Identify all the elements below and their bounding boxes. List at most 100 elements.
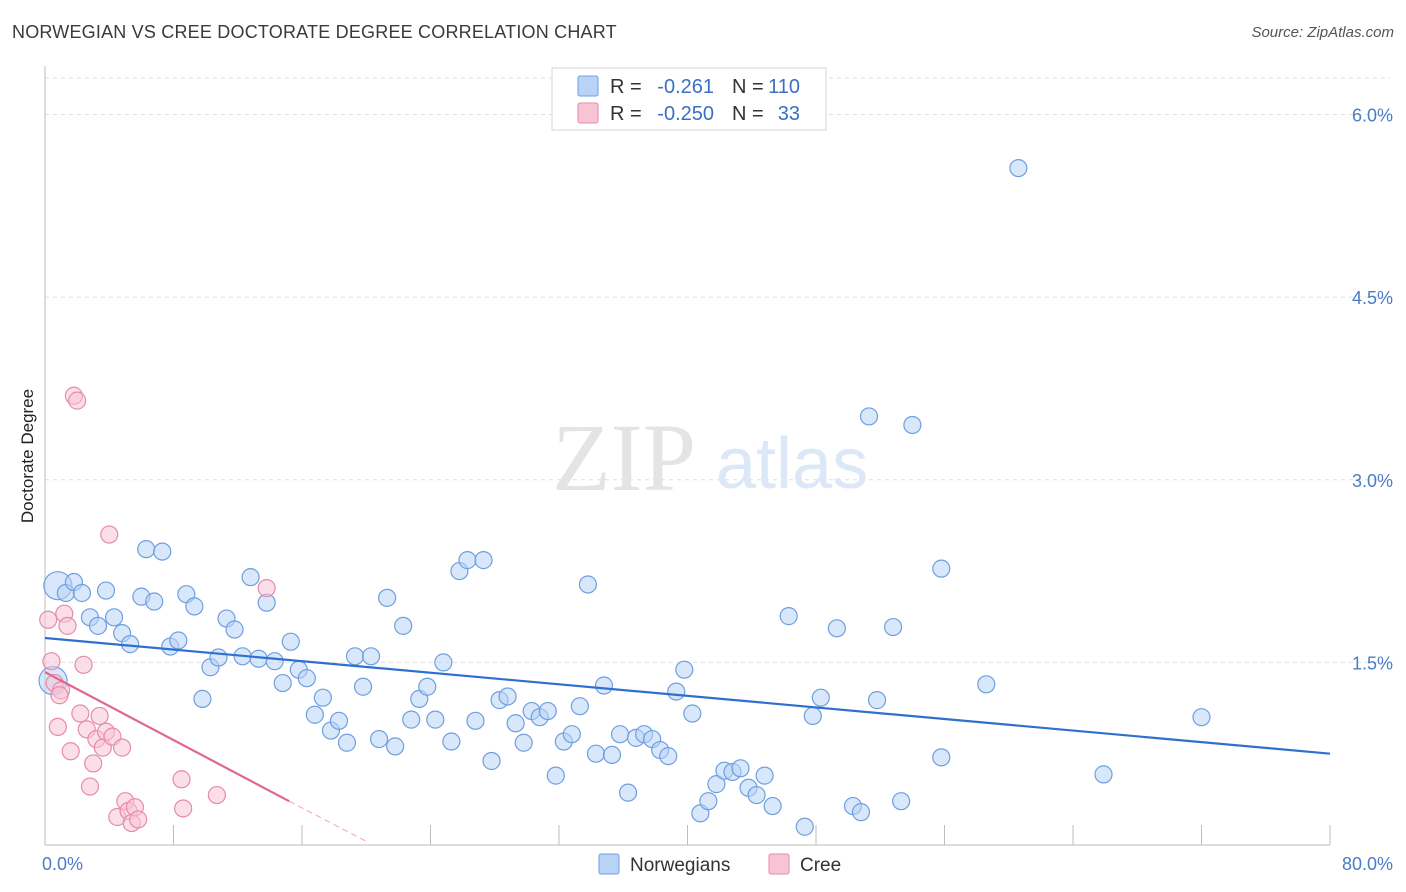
norwegians-point [562,725,581,744]
stats-legend: R = -0.261 N = 110 R = -0.250 N = 33 [551,67,827,131]
norwegians-point [811,688,830,707]
norwegians-point [594,676,614,695]
norwegians-point [851,803,871,822]
norwegians-point [1009,158,1028,178]
norwegians-point [378,588,397,607]
norwegians-point [361,647,381,666]
norwegians-point [602,745,622,765]
y-tick-label-0: 1.5% [1352,653,1393,673]
tick-labels: 1.5% 3.0% 4.5% 6.0% 0.0% 80.0% [42,106,1393,874]
y-tick-label-1: 3.0% [1352,471,1393,491]
cree-point [100,525,119,544]
norwegians-point [618,783,638,802]
bottom-legend-norwegians-swatch [598,853,620,875]
norwegians-point [538,701,557,721]
norwegians-point [779,607,798,626]
norwegians-point [932,559,951,578]
norwegians-point [482,751,501,771]
norwegians-point [675,660,694,679]
cree-point [71,704,90,723]
norwegians-point [883,617,903,637]
norwegians-point [1094,765,1113,784]
norwegians-point [209,648,228,667]
cree-swatch [577,102,599,124]
cree-point [80,777,100,796]
norwegians-point [72,583,92,603]
norwegians-point [747,785,766,805]
norwegians-point [402,710,421,729]
norwegians-point [370,729,389,749]
cree-point [257,579,276,598]
norwegians-point [570,697,589,716]
cree-trend-line-extension [288,800,367,842]
cree-point [172,770,191,789]
norwegians-point [337,733,357,752]
norwegians-point [225,620,244,639]
norwegians-point [345,647,365,666]
norwegians-point [353,677,373,696]
cree-point [50,686,69,705]
cree-n-label: N = [732,103,764,125]
cree-point [84,754,103,773]
norwegians-n-label: N = [732,76,764,98]
norwegians-point [763,796,782,816]
norwegians-point [610,725,630,744]
watermark-zip: ZIP [552,404,696,511]
norwegians-point [514,733,533,752]
norwegians-r-value: -0.261 [657,76,714,98]
norwegians-point [859,407,879,426]
norwegians-point [329,711,349,730]
source-credit: Source: ZipAtlas.com [1251,24,1394,41]
norwegians-point [474,551,493,570]
bottom-legend: Norwegians Cree [598,853,841,876]
bottom-legend-cree-label: Cree [800,855,841,876]
cree-point [74,655,93,674]
norwegians-point [137,540,156,559]
cree-point [42,652,61,671]
norwegians-point [667,682,686,701]
norwegians-point [795,817,814,836]
cree-trend-line [44,671,290,803]
norwegians-point [394,616,413,635]
cree-r-value: -0.250 [657,103,714,125]
norwegians-point [104,608,124,627]
watermark: ZIP atlas [552,404,868,511]
norwegians-n-value: 110 [768,76,800,98]
norwegians-point [892,792,911,811]
norwegians-point [755,766,774,785]
norwegians-point [297,669,316,688]
norwegians-point [88,616,108,635]
cree-point [112,738,132,757]
norwegians-point [434,653,453,672]
norwegians-point [193,689,212,709]
norwegians-point [241,568,260,587]
y-tick-label-3: 6.0% [1352,106,1393,126]
norwegians-point [442,732,461,751]
norwegians-point [683,704,702,723]
y-tick-label-2: 4.5% [1352,288,1393,308]
cree-point [129,810,148,829]
cree-n-value: 33 [778,103,800,125]
norwegians-point [803,706,822,726]
norwegians-point [265,652,284,671]
bottom-legend-cree-swatch [768,853,790,875]
cree-point [90,706,109,726]
norwegians-point [827,619,846,638]
norwegians-point [506,714,525,733]
cree-point [58,616,77,635]
chart-title: NORWEGIAN VS CREE DOCTORATE DEGREE CORRE… [12,22,617,42]
bottom-legend-norwegians-label: Norwegians [630,855,730,876]
norwegians-point [932,748,951,767]
norwegians-point [731,759,750,778]
norwegians-point [586,744,606,763]
norwegians-point [313,688,332,707]
trend-lines [44,636,1331,842]
norwegians-point [145,592,164,611]
norwegians-point [458,551,477,570]
norwegians-point [546,766,565,785]
norwegians-point [185,597,204,616]
norwegians-point [498,687,517,706]
cree-point [174,799,193,818]
norwegians-point [903,415,922,435]
